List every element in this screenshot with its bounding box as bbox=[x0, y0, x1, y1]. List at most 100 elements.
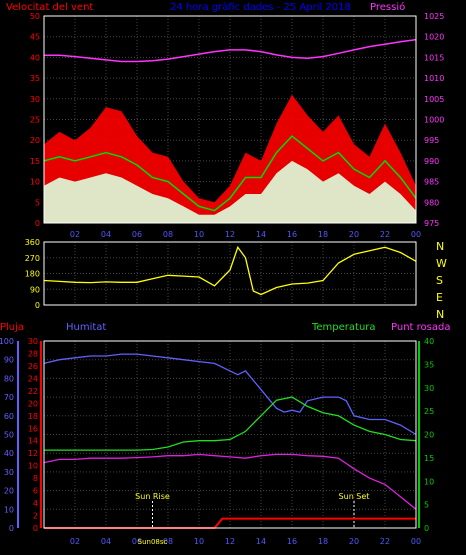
right-axis-tick-label: 40 bbox=[424, 337, 434, 346]
pressure-tick-label: 990 bbox=[424, 157, 439, 166]
humidity-tick-label: 10 bbox=[4, 505, 14, 514]
pressure-tick-label: 980 bbox=[424, 198, 439, 207]
compass-label: N bbox=[436, 240, 444, 253]
compass-label: W bbox=[436, 257, 447, 270]
wind-pressure-frame bbox=[43, 15, 417, 224]
wind-speed-tick-label: 45 bbox=[30, 33, 40, 42]
pressure-tick-label: 1005 bbox=[424, 95, 444, 104]
compass-label: E bbox=[436, 291, 443, 304]
sunset-label: Sun Set bbox=[339, 492, 370, 501]
temperature-tick-label: 18 bbox=[28, 412, 38, 421]
temperature-tick-label: 20 bbox=[28, 399, 38, 408]
time-tick-label: 10 bbox=[194, 537, 204, 546]
time-tick-label: 14 bbox=[256, 537, 266, 546]
right-axis-tick-label: 30 bbox=[424, 384, 434, 393]
humidity-tick-label: 100 bbox=[0, 337, 14, 346]
temperature-tick-label: 28 bbox=[28, 349, 38, 358]
time-tick-label: 22 bbox=[380, 230, 390, 239]
direction-tick-label: 180 bbox=[25, 270, 40, 279]
time-tick-label: 16 bbox=[287, 537, 297, 546]
time-tick-label: 06 bbox=[132, 230, 142, 239]
wind-speed-tick-label: 5 bbox=[35, 198, 40, 207]
right-axis-tick-label: 10 bbox=[424, 477, 434, 486]
temperature-tick-label: 2 bbox=[33, 512, 38, 521]
humidity-line bbox=[43, 353, 417, 436]
temperature-tick-label: 4 bbox=[33, 499, 38, 508]
pressure-tick-label: 995 bbox=[424, 136, 439, 145]
temperature-tick-label: 6 bbox=[33, 487, 38, 496]
right-axis-tick-label: 15 bbox=[424, 454, 434, 463]
direction-tick-label: 360 bbox=[25, 238, 40, 247]
wind-speed-tick-label: 30 bbox=[30, 95, 40, 104]
time-tick-label: 18 bbox=[318, 537, 328, 546]
rain-humidity-frame bbox=[43, 340, 417, 529]
time-tick-label: 04 bbox=[101, 537, 111, 546]
wind-direction-frame bbox=[43, 241, 417, 306]
humidity-title: Humitat bbox=[66, 322, 106, 333]
wind-speed-tick-label: 50 bbox=[30, 12, 40, 21]
time-tick-label: 06 bbox=[132, 537, 142, 546]
wind-average-line bbox=[43, 135, 417, 212]
pressure-line bbox=[44, 38, 417, 63]
time-tick-label: 20 bbox=[349, 537, 359, 546]
time-tick-label: 00 bbox=[411, 537, 421, 546]
time-tick-label: 02 bbox=[70, 230, 80, 239]
right-axis-tick-label: 35 bbox=[424, 360, 434, 369]
wind-speed-tick-label: 0 bbox=[35, 219, 40, 228]
humidity-tick-label: 70 bbox=[4, 393, 14, 402]
temperature-tick-label: 22 bbox=[28, 387, 38, 396]
temperature-tick-label: 0 bbox=[33, 524, 38, 533]
dewpoint-line bbox=[43, 453, 417, 510]
time-tick-label: 16 bbox=[287, 230, 297, 239]
humidity-tick-label: 90 bbox=[4, 356, 14, 365]
compass-label: S bbox=[436, 274, 443, 287]
pressure-tick-label: 1025 bbox=[424, 12, 444, 21]
right-axis-tick-label: 25 bbox=[424, 407, 434, 416]
time-tick-label: 00 bbox=[411, 230, 421, 239]
pressure-tick-label: 1015 bbox=[424, 53, 444, 62]
temperature-title: Temperatura bbox=[311, 322, 376, 333]
temperature-tick-label: 26 bbox=[28, 362, 38, 371]
temperature-tick-label: 30 bbox=[28, 337, 38, 346]
time-tick-label: 12 bbox=[225, 230, 235, 239]
pressure-tick-label: 1000 bbox=[424, 116, 444, 125]
temperature-tick-label: 24 bbox=[28, 374, 38, 383]
time-tick-label: 04 bbox=[101, 230, 111, 239]
humidity-tick-label: 30 bbox=[4, 468, 14, 477]
wind-speed-tick-label: 35 bbox=[30, 74, 40, 83]
humidity-tick-label: 80 bbox=[4, 374, 14, 383]
direction-tick-label: 90 bbox=[30, 285, 40, 294]
wind-speed-tick-label: 15 bbox=[30, 157, 40, 166]
time-tick-label: 08 bbox=[163, 537, 173, 546]
wind-speed-title: Velocitat del vent bbox=[6, 2, 93, 13]
direction-tick-label: 270 bbox=[25, 254, 40, 263]
time-tick-label: 18 bbox=[318, 230, 328, 239]
sunrise-label: Sun Rise bbox=[135, 492, 170, 501]
wind-speed-tick-label: 25 bbox=[30, 116, 40, 125]
humidity-tick-label: 60 bbox=[4, 412, 14, 421]
direction-tick-label: 0 bbox=[35, 301, 40, 310]
rain-humidity-temperature-panel: 0102030405060708090100024681012141618202… bbox=[0, 337, 434, 546]
dewpoint-title: Punt rosada bbox=[391, 322, 450, 333]
wind-speed-tick-label: 40 bbox=[30, 53, 40, 62]
pressure-title: Pressió bbox=[370, 1, 405, 13]
right-axis-tick-label: 5 bbox=[424, 501, 429, 510]
humidity-tick-label: 20 bbox=[4, 487, 14, 496]
temperature-tick-label: 14 bbox=[28, 437, 38, 446]
pressure-tick-label: 985 bbox=[424, 178, 439, 187]
time-tick-label: 08 bbox=[163, 230, 173, 239]
wind-speed-area bbox=[44, 160, 416, 223]
pressure-tick-label: 1020 bbox=[424, 33, 444, 42]
rain-title: Pluja bbox=[0, 322, 24, 333]
temperature-line bbox=[44, 396, 417, 451]
humidity-tick-label: 0 bbox=[9, 524, 14, 533]
time-tick-label: 10 bbox=[194, 230, 204, 239]
right-axis-tick-label: 0 bbox=[424, 524, 429, 533]
time-tick-label: 02 bbox=[70, 537, 80, 546]
temperature-tick-label: 8 bbox=[33, 474, 38, 483]
humidity-tick-label: 50 bbox=[4, 431, 14, 440]
temperature-tick-label: 10 bbox=[28, 462, 38, 471]
compass-label: N bbox=[436, 308, 444, 321]
